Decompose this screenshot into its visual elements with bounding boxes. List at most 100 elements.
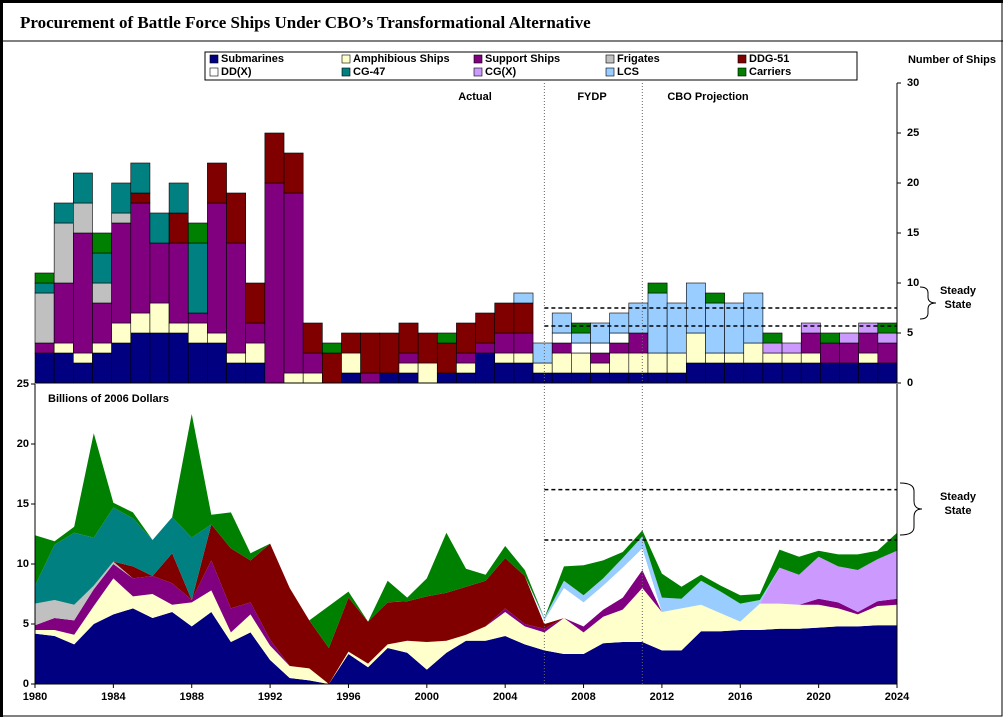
bar-segment [53, 202, 74, 224]
y-axis-label: Number of Ships [908, 54, 996, 66]
bar-segment [647, 282, 668, 294]
bar-segment [590, 372, 610, 384]
x-tick-label: 2024 [885, 691, 910, 703]
y-tick-label: 25 [17, 378, 29, 390]
bar-segment [111, 222, 132, 324]
bar-segment [322, 352, 342, 384]
bar-segment [283, 192, 304, 374]
bar-segment [34, 342, 55, 354]
bar-segment [456, 362, 476, 374]
bar-segment [53, 352, 74, 384]
area [35, 524, 897, 684]
bar-segment [245, 322, 266, 344]
y-axis-label: Billions of 2006 Dollars [48, 393, 169, 405]
bar-segment [187, 322, 208, 344]
bar-segment [73, 202, 93, 234]
side-label: Steady [940, 491, 977, 503]
bar-segment [551, 332, 572, 344]
bar-segment [398, 372, 419, 384]
bar-segment [532, 372, 553, 384]
legend-swatch [341, 67, 351, 77]
bar-segment [456, 352, 476, 364]
legend-swatch [737, 54, 747, 64]
bar-segment [743, 292, 764, 344]
bar-segment [877, 332, 898, 344]
bar-segment [494, 352, 515, 364]
bar-segment [187, 242, 208, 314]
x-tick-label: 2000 [415, 691, 439, 703]
legend-swatch [473, 67, 483, 77]
legend-label: Support Ships [485, 53, 560, 65]
bar-segment [341, 372, 361, 384]
bar-segment [800, 352, 821, 364]
area [35, 560, 897, 684]
y-tick-label: 10 [907, 277, 919, 289]
x-tick-label: 2016 [728, 691, 752, 703]
bar-segment [149, 242, 170, 304]
x-tick-label: 1988 [179, 691, 203, 703]
bar-segment [207, 332, 227, 344]
legend-swatch [341, 54, 351, 64]
bar-segment [839, 332, 859, 344]
bar-segment [839, 362, 859, 384]
bar-segment [360, 372, 381, 384]
bar-segment [762, 362, 783, 384]
bar-segment [705, 352, 725, 364]
bar-segment [92, 232, 112, 254]
bar-segment [571, 332, 591, 344]
bar-segment [111, 322, 132, 344]
bar-segment [130, 162, 151, 194]
bar-segment [168, 212, 189, 244]
bar-segment [149, 302, 170, 334]
bar-segment [685, 282, 706, 334]
bar-segment [322, 342, 342, 354]
bar-segment [34, 292, 55, 344]
bar-segment [226, 242, 247, 354]
bar-segment [647, 352, 668, 374]
bar-segment [532, 342, 553, 364]
bar-segment [475, 342, 496, 354]
area [35, 507, 897, 648]
bar-segment [111, 212, 132, 224]
side-label: State [945, 299, 972, 311]
bar-segment [685, 362, 706, 384]
legend-label: LCS [617, 66, 639, 78]
bar-segment [92, 282, 112, 304]
y-tick-label: 0 [907, 377, 913, 389]
bar-segment [571, 352, 591, 374]
bar-segment [130, 332, 151, 384]
bar-segment [302, 372, 323, 384]
bar-segment [705, 362, 725, 384]
period-label: Actual [458, 91, 492, 103]
bar-segment [513, 332, 534, 354]
bar-segment [456, 322, 476, 354]
bar-segment [341, 332, 361, 354]
legend-swatch [605, 54, 615, 64]
bar-segment [820, 342, 840, 364]
bar-segment [551, 352, 572, 374]
legend-swatch [209, 67, 219, 77]
bar-segment [92, 352, 112, 384]
bar-segment [379, 332, 400, 374]
bar-segment [800, 332, 821, 354]
bar-segment [590, 342, 610, 354]
bar-segment [264, 132, 285, 184]
bar-segment [762, 342, 783, 354]
bar-segment [513, 302, 534, 334]
chart-title: Procurement of Battle Force Ships Under … [20, 13, 591, 32]
y-tick-label: 15 [17, 498, 29, 510]
bar-segment [34, 352, 55, 384]
bar-segment [130, 312, 151, 334]
bar-segment [130, 202, 151, 314]
bar-segment [628, 332, 649, 354]
legend-label: CG-47 [353, 66, 385, 78]
bar-segment [628, 372, 649, 384]
bar-segment [207, 162, 227, 204]
bar-segment [34, 272, 55, 284]
y-tick-label: 30 [907, 77, 919, 89]
x-tick-label: 2012 [650, 691, 674, 703]
legend-label: Amphibious Ships [353, 53, 450, 65]
side-label: State [945, 505, 972, 517]
